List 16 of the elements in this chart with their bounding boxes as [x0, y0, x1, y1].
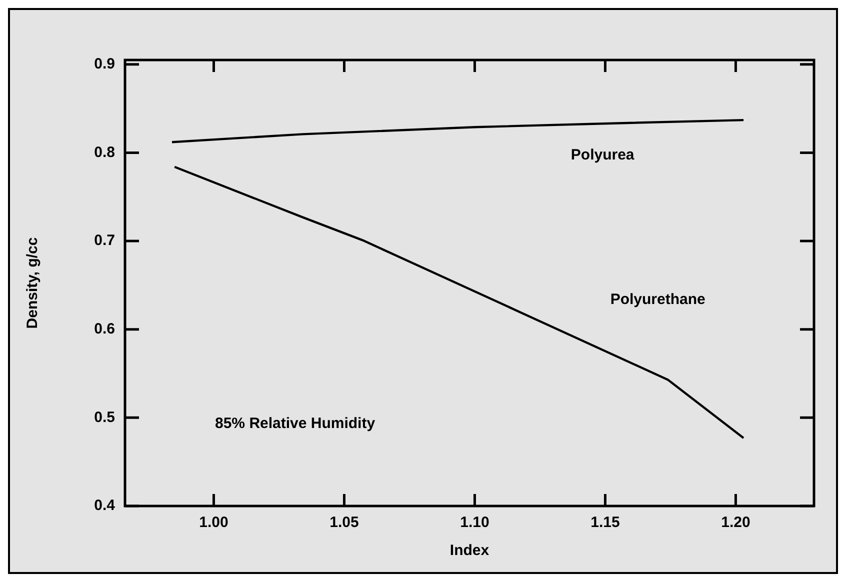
- series-label: Polyurea: [570, 146, 635, 164]
- x-axis-title: Index: [450, 542, 490, 560]
- y-tick-label: 0.9: [94, 56, 115, 73]
- x-tick-label: 1.00: [199, 514, 228, 532]
- y-axis-title: Density, g/cc: [24, 237, 42, 329]
- y-tick-label: 0.8: [94, 144, 115, 161]
- x-tick-label: 1.15: [590, 514, 620, 532]
- y-tick-label: 0.5: [94, 408, 115, 426]
- x-tick-label: 1.10: [460, 514, 490, 532]
- y-tick-label: 0.6: [94, 320, 115, 338]
- y-tick-label: 0.7: [94, 232, 115, 250]
- annotation: 85% Relative Humidity: [215, 415, 376, 432]
- y-tick-label: 0.4: [94, 497, 116, 514]
- text: Polyurethane: [610, 290, 706, 308]
- x-tick-label: 1.20: [721, 514, 750, 532]
- x-tick-label: 1.05: [330, 514, 359, 532]
